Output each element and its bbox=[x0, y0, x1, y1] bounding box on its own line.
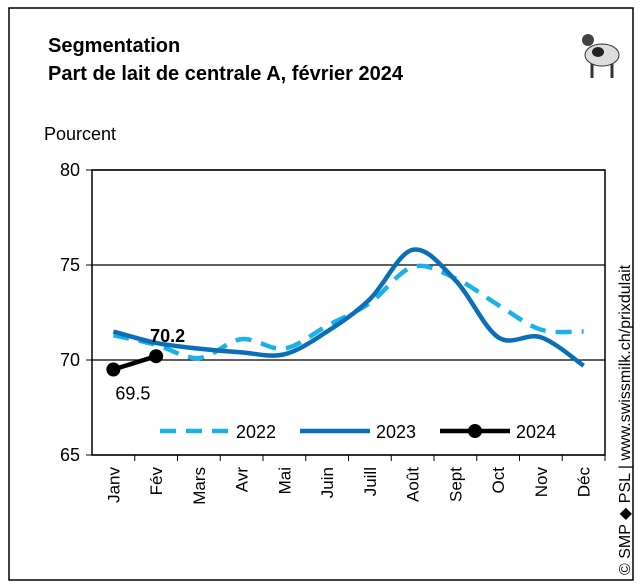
x-tick-label: Juin bbox=[318, 467, 337, 498]
x-tick-label: Juill bbox=[361, 467, 380, 496]
x-tick-label: Mars bbox=[190, 467, 209, 505]
data-label: 69.5 bbox=[115, 384, 150, 404]
series-line bbox=[112, 247, 585, 368]
x-tick-label: Sept bbox=[446, 467, 465, 502]
point bbox=[106, 362, 121, 377]
data-label: 70.2 bbox=[150, 326, 185, 346]
chart-subtitle: Part de lait de centrale A, février 2024 bbox=[48, 63, 404, 85]
legend-label: 2023 bbox=[376, 422, 416, 442]
x-tick-label: Avr bbox=[233, 467, 252, 493]
cow-icon bbox=[582, 34, 620, 78]
point bbox=[149, 349, 164, 364]
y-tick-label: 80 bbox=[60, 160, 80, 180]
y-tick-label: 70 bbox=[60, 350, 80, 370]
y-axis-label: Pourcent bbox=[44, 124, 116, 144]
chart-title: Segmentation bbox=[48, 35, 180, 57]
y-tick-label: 65 bbox=[60, 445, 80, 465]
legend-label: 2024 bbox=[516, 422, 556, 442]
x-tick-label: Janv bbox=[104, 467, 123, 503]
legend-marker bbox=[468, 424, 482, 438]
x-tick-label: Août bbox=[404, 467, 423, 502]
source: © SMP ◆ PSL | www.swissmilk.ch/prixdulai… bbox=[617, 264, 634, 575]
x-tick-label: Fév bbox=[147, 467, 166, 496]
x-tick-label: Déc bbox=[575, 467, 594, 498]
frame bbox=[8, 7, 634, 581]
x-tick-label: Nov bbox=[532, 467, 551, 498]
y-tick-label: 75 bbox=[60, 255, 80, 275]
plot-frame bbox=[91, 169, 606, 456]
x-tick-label: Mai bbox=[275, 467, 294, 494]
legend-label: 2022 bbox=[236, 422, 276, 442]
series-line bbox=[112, 263, 584, 361]
x-tick-label: Oct bbox=[489, 467, 508, 494]
